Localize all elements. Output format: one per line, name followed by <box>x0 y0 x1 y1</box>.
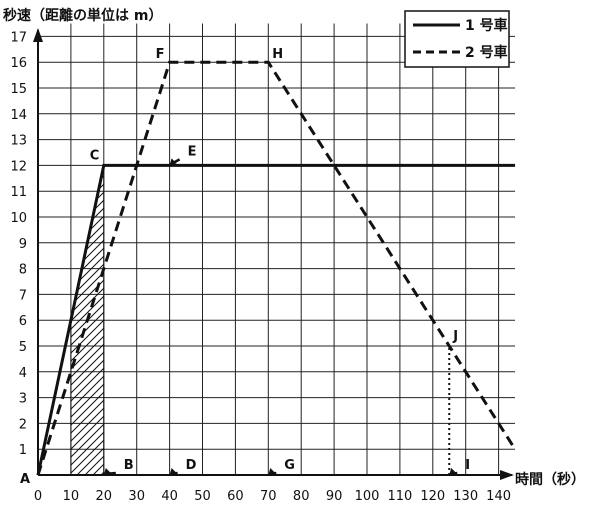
legend-label-car2: 2 号車 <box>465 44 508 61</box>
point-label-F: F <box>156 47 165 62</box>
point-label-D: D <box>186 458 197 473</box>
y-tick-label: 8 <box>19 263 27 278</box>
x-tick-label: 20 <box>96 489 113 504</box>
x-axis-arrow <box>500 470 514 480</box>
x-axis-label: 時間（秒） <box>515 471 585 488</box>
y-tick-label: 6 <box>19 314 27 329</box>
axes <box>33 28 514 480</box>
x-tick-label: 30 <box>128 489 145 504</box>
point-label-H: H <box>272 47 283 62</box>
grid <box>38 23 516 475</box>
legend: 1 号車 2 号車 <box>404 10 510 68</box>
point-label-A: A <box>20 472 30 487</box>
x-tick-label: 140 <box>486 489 511 504</box>
y-tick-label: 2 <box>19 417 27 432</box>
y-tick-label: 14 <box>10 108 27 123</box>
x-tick-label: 50 <box>194 489 211 504</box>
x-tick-label: 70 <box>260 489 277 504</box>
series-line-car1 <box>36 163 516 476</box>
y-tick-label: 17 <box>10 30 27 45</box>
point-arrow-E <box>169 158 177 166</box>
x-tick-label: 110 <box>387 489 412 504</box>
point-arrow-B <box>103 468 111 475</box>
y-tick-label: 13 <box>10 134 27 149</box>
x-tick-label: 130 <box>453 489 478 504</box>
y-axis-arrow <box>33 28 43 42</box>
y-axis-label: 秒速（距離の単位は m） <box>3 7 162 24</box>
y-tick-label: 15 <box>10 82 27 97</box>
y-tick-label: 16 <box>10 56 27 71</box>
point-label-I: I <box>465 458 470 473</box>
y-tick-label: 5 <box>19 340 27 355</box>
point-labels: A B C D E F G H I J <box>20 47 470 487</box>
y-tick-label: 10 <box>10 211 27 226</box>
x-tick-label: 40 <box>161 489 178 504</box>
y-tick-label: 4 <box>19 366 27 381</box>
y-tick-label: 12 <box>10 159 27 174</box>
point-arrow-D <box>169 468 177 475</box>
y-tick-label: 3 <box>19 392 27 407</box>
legend-label-car1: 1 号車 <box>465 17 508 34</box>
y-tick-label: 1 <box>19 443 27 458</box>
series-lines <box>36 60 517 476</box>
point-arrow-I <box>449 468 457 475</box>
point-label-B: B <box>124 458 134 473</box>
series-line-car2 <box>36 60 517 476</box>
x-tick-label: 90 <box>326 489 343 504</box>
x-tick-label: 120 <box>420 489 445 504</box>
legend-box <box>404 10 510 68</box>
point-label-C: C <box>90 148 100 163</box>
x-tick-label: 80 <box>293 489 310 504</box>
x-tick-label: 0 <box>34 489 42 504</box>
tick-labels: 0 10 20 30 40 50 60 70 80 90 100 110 120 130 140123456… <box>10 30 511 504</box>
point-label-E: E <box>188 144 197 159</box>
x-tick-label: 10 <box>63 489 80 504</box>
x-tick-label: 60 <box>227 489 244 504</box>
point-label-J: J <box>452 329 458 344</box>
y-tick-label: 9 <box>19 237 27 252</box>
y-tick-label: 11 <box>10 185 27 200</box>
x-tick-label: 100 <box>355 489 380 504</box>
point-arrow-G <box>268 468 276 475</box>
point-label-G: G <box>284 458 295 473</box>
y-tick-label: 7 <box>19 288 27 303</box>
